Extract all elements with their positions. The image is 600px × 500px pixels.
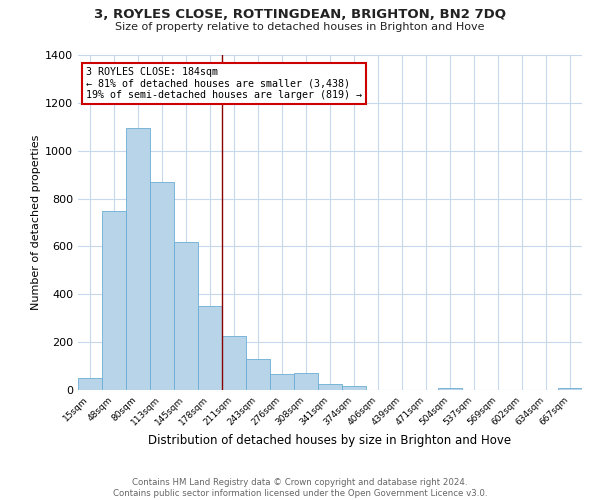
Bar [126, 128, 150, 390]
Bar [174, 242, 198, 390]
Bar [270, 374, 294, 390]
Bar [78, 378, 102, 390]
Bar [150, 182, 174, 390]
Bar [222, 336, 246, 390]
Bar [558, 388, 582, 390]
Bar [342, 386, 366, 390]
Text: Size of property relative to detached houses in Brighton and Hove: Size of property relative to detached ho… [115, 22, 485, 32]
Text: 3 ROYLES CLOSE: 184sqm
← 81% of detached houses are smaller (3,438)
19% of semi-: 3 ROYLES CLOSE: 184sqm ← 81% of detached… [86, 66, 362, 100]
Bar [294, 373, 318, 390]
Bar [246, 359, 270, 390]
X-axis label: Distribution of detached houses by size in Brighton and Hove: Distribution of detached houses by size … [148, 434, 512, 447]
Text: Contains HM Land Registry data © Crown copyright and database right 2024.
Contai: Contains HM Land Registry data © Crown c… [113, 478, 487, 498]
Bar [318, 384, 342, 390]
Y-axis label: Number of detached properties: Number of detached properties [31, 135, 41, 310]
Bar [102, 210, 126, 390]
Bar [438, 388, 462, 390]
Bar [198, 306, 222, 390]
Text: 3, ROYLES CLOSE, ROTTINGDEAN, BRIGHTON, BN2 7DQ: 3, ROYLES CLOSE, ROTTINGDEAN, BRIGHTON, … [94, 8, 506, 20]
